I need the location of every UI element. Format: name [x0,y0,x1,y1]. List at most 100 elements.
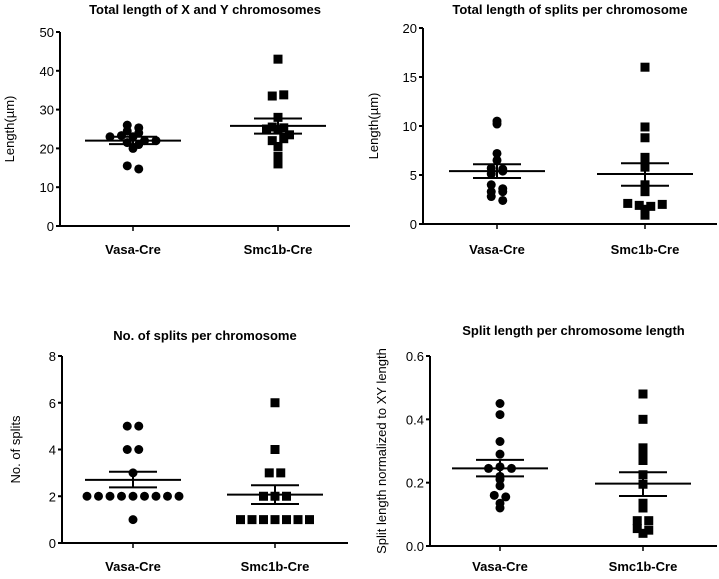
data-point-square [282,515,291,525]
data-point-square [293,515,303,525]
data-point-square [644,525,654,535]
data-point-square [267,122,277,132]
data-point-circle [122,421,132,431]
data-point-square [236,515,245,525]
y-tick-label: 30 [40,103,54,118]
data-point-square [267,136,277,146]
data-point-circle [492,116,502,126]
data-point-square [273,141,283,151]
y-tick-label: 8 [49,349,56,364]
data-point-square [267,91,277,101]
data-point-square [638,414,648,424]
data-point-circle [117,131,126,141]
data-point-square [273,112,283,122]
data-point-circle [140,491,149,501]
data-point-circle [151,491,161,501]
data-point-square [638,389,648,399]
data-point-circle [495,481,505,491]
data-point-square [264,468,274,478]
data-point-circle [495,449,505,459]
data-point-square [638,449,648,459]
data-point-circle [498,187,508,197]
y-tick-label: 50 [40,25,54,40]
data-point-circle [128,515,138,525]
data-point-square [279,134,289,144]
data-point-square [640,122,650,132]
data-point-circle [174,491,184,501]
chart-panel-2: Total length of splits per chromosome Len… [366,2,717,257]
y-tick-label: 20 [403,21,417,36]
data-point-square [640,62,650,72]
chart-title: Total length of X and Y chromosomes [89,2,321,17]
x-tick-label: Smc1b-Cre [609,559,678,574]
data-point-square [279,90,289,100]
y-tick-label: 0.0 [406,539,424,554]
data-point-circle [134,421,144,431]
x-tick-label: Smc1b-Cre [611,242,680,257]
y-tick-label: 0 [47,219,54,234]
data-point-square [305,515,314,525]
data-point-circle [495,399,505,408]
data-point-square [262,124,271,134]
data-point-square [259,491,268,501]
data-point-square [638,456,648,465]
data-point-square [273,159,283,169]
data-point-circle [495,503,505,513]
data-point-circle [82,491,92,501]
y-tick-label: 0.4 [406,412,424,427]
y-tick-label: 0 [410,217,417,232]
data-point-circle [492,155,502,165]
data-point-square [270,515,280,525]
data-point-square [623,198,633,208]
x-tick-label: Vasa-Cre [469,242,525,257]
y-tick-label: 10 [403,119,417,134]
y-tick-label: 15 [403,70,417,85]
chart-panel-4: Split length per chromosome length Split … [374,323,717,574]
chart-panel-1: Total length of X and Y chromosomes Lengt… [2,2,350,257]
y-tick-label: 10 [40,180,54,195]
y-tick-label: 4 [49,443,56,458]
data-point-circle [134,445,144,454]
data-point-square [285,130,294,140]
x-tick-label: Vasa-Cre [472,559,528,574]
data-point-circle [501,492,511,502]
data-point-circle [94,491,103,501]
data-point-circle [492,148,502,158]
data-point-circle [128,143,138,153]
y-tick-label: 2 [49,489,56,504]
data-point-circle [122,161,132,171]
y-tick-label: 0.6 [406,349,424,364]
data-point-circle [489,490,499,500]
data-point-square [632,524,642,534]
data-point-circle [495,410,505,420]
data-point-square [638,528,648,538]
data-point-circle [498,195,508,205]
y-tick-label: 40 [40,64,54,79]
data-point-square [270,445,280,454]
y-tick-label: 6 [49,396,56,411]
y-tick-label: 0.2 [406,476,424,491]
chart-title: Total length of splits per chromosome [452,2,687,17]
y-axis-label: Length(µm) [366,93,381,160]
data-point-square [657,199,667,209]
y-axis-label: No. of splits [8,415,23,483]
data-point-circle [486,180,496,190]
data-point-circle [163,491,172,501]
data-point-square [640,155,650,165]
y-axis-label: Split length normalized to XY length [374,348,389,554]
data-point-square [632,516,642,526]
data-point-square [273,151,283,161]
data-point-square [259,515,268,525]
chart-title: Split length per chromosome length [462,323,685,338]
data-point-circle [134,123,144,133]
data-point-circle [105,491,115,501]
data-point-square [638,503,648,513]
chart-title: No. of splits per chromosome [113,328,296,343]
data-point-square [638,498,648,508]
data-point-square [273,54,283,64]
y-tick-label: 5 [410,168,417,183]
data-point-square [279,123,289,133]
data-point-square [640,133,650,143]
chart-panel-3: No. of splits per chromosome No. of split… [8,328,348,574]
